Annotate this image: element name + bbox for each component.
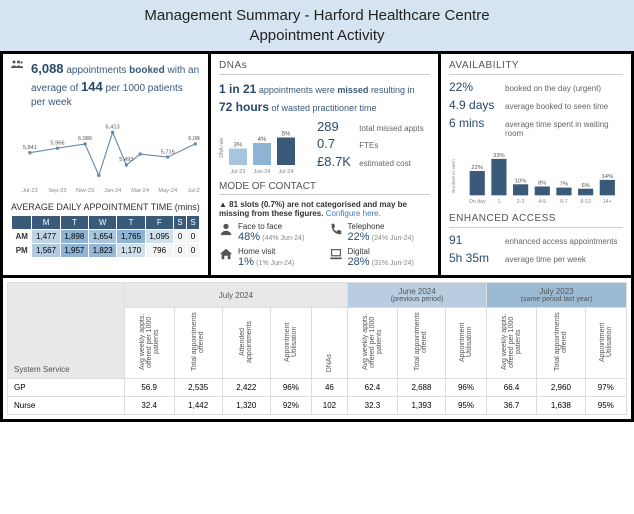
- appt-time-table: MTWTFSS AM1,4771,8981,6541,7651,09500 PM…: [11, 215, 200, 258]
- svg-text:Jul-24: Jul-24: [279, 169, 294, 175]
- svg-text:5%: 5%: [282, 132, 291, 138]
- svg-text:3%: 3%: [234, 143, 243, 149]
- system-service-table-wrap: System ServiceJuly 2024June 2024(previou…: [3, 278, 631, 419]
- svg-text:Nov-23: Nov-23: [76, 188, 94, 194]
- title-bar: Management Summary - Harford Healthcare …: [0, 0, 634, 51]
- panel-booked: 6,088 appointments booked with an averag…: [3, 54, 208, 275]
- dna-bar-chart: 3% Jul-23 4% Jun-24 5% Jul-24 DNA rate: [219, 120, 309, 175]
- svg-text:14+: 14+: [603, 199, 612, 205]
- svg-text:4%: 4%: [258, 137, 267, 143]
- moc-item: Home visit1% (1% Jun-24): [219, 247, 321, 268]
- enhanced-title: ENHANCED ACCESS: [449, 213, 623, 224]
- svg-text:Sep-23: Sep-23: [48, 188, 66, 194]
- svg-text:Mar-24: Mar-24: [131, 188, 149, 194]
- panel-dnas-moc: DNAs 1 in 21 appointments were missed re…: [211, 54, 438, 275]
- svg-text:May-24: May-24: [158, 188, 177, 194]
- table-row: GP56.92,5352,42296%4662.42,68896%66.42,9…: [8, 379, 627, 397]
- moc-item: Telephone22% (24% Jun-24): [329, 222, 431, 243]
- svg-text:6,086: 6,086: [78, 137, 92, 143]
- moc-warning: ▲ 81 slots (0.7%) are not categorised an…: [219, 200, 430, 218]
- dashboard-content: 6,088 appointments booked with an averag…: [0, 51, 634, 422]
- svg-text:6-7: 6-7: [560, 199, 568, 205]
- booked-line-chart: 5,841 5,966 6,086 6,413 5,493 5,716 6,088 Jul-2…: [11, 116, 200, 196]
- dnas-title: DNAs: [219, 60, 430, 71]
- avail-stat: 6 minsaverage time spent in waiting room: [449, 116, 623, 138]
- moc-item: Digital28% (31% Jun-24): [329, 247, 431, 268]
- person-icon: [219, 222, 233, 236]
- svg-text:Jan-24: Jan-24: [104, 188, 121, 194]
- enhanced-stat: 91enhanced access appointments: [449, 233, 623, 247]
- svg-text:8-13: 8-13: [580, 199, 591, 205]
- svg-text:Jul-23: Jul-23: [231, 169, 246, 175]
- svg-text:5,966: 5,966: [50, 141, 64, 147]
- panel-availability: AVAILABILITY 22%booked on the day (urgen…: [441, 54, 631, 275]
- svg-text:22%: 22%: [471, 165, 483, 171]
- moc-grid: Face to face48% (44% Jun-24) Telephone22…: [219, 222, 430, 268]
- svg-text:DNA rate: DNA rate: [219, 137, 225, 158]
- svg-text:5,841: 5,841: [23, 145, 37, 151]
- booked-summary: 6,088 appointments booked with an averag…: [31, 60, 200, 110]
- configure-link[interactable]: Configure here.: [326, 209, 381, 218]
- dna-stat: 289 total missed appts: [317, 120, 430, 134]
- home-icon: [219, 247, 233, 261]
- dna-stat: £8.7K estimated cost: [317, 155, 430, 169]
- svg-text:On day: On day: [469, 199, 486, 205]
- avail-bar-chart: 22% On day 33% 1 10% 2-3 8% 4-5 7% 6-7 6% 8-13 14% 14…: [449, 146, 623, 206]
- enhanced-stat: 5h 35maverage time per week: [449, 251, 623, 265]
- avail-title: AVAILABILITY: [449, 60, 623, 71]
- svg-text:14%: 14%: [602, 174, 614, 180]
- avail-stat: 22%booked on the day (urgent): [449, 80, 623, 94]
- svg-text:5,716: 5,716: [161, 150, 175, 156]
- svg-text:5,493: 5,493: [119, 158, 133, 164]
- svg-text:Jul-23: Jul-23: [22, 188, 37, 194]
- svg-text:Booked to seen: Booked to seen: [451, 159, 457, 193]
- svg-text:2-3: 2-3: [517, 199, 525, 205]
- phone-icon: [329, 222, 343, 236]
- svg-text:8%: 8%: [538, 181, 546, 187]
- appt-time-title: AVERAGE DAILY APPOINTMENT TIME (mins): [11, 202, 200, 212]
- laptop-icon: [329, 247, 343, 261]
- dnas-summary: 1 in 21 appointments were missed resulti…: [219, 80, 430, 116]
- svg-text:7%: 7%: [560, 182, 568, 188]
- moc-title: MODE OF CONTACT: [219, 181, 430, 192]
- dna-stat: 0.7 FTEs: [317, 137, 430, 151]
- moc-item: Face to face48% (44% Jun-24): [219, 222, 321, 243]
- svg-text:Jun-24: Jun-24: [254, 169, 271, 175]
- people-icon: [11, 60, 23, 80]
- avail-stat: 4.9 daysaverage booked to seen time: [449, 98, 623, 112]
- system-service-table: System ServiceJuly 2024June 2024(previou…: [7, 282, 627, 415]
- svg-text:1: 1: [497, 199, 500, 205]
- svg-text:10%: 10%: [515, 178, 527, 184]
- svg-text:6,413: 6,413: [106, 125, 120, 131]
- dna-stats: 289 total missed appts 0.7 FTEs £8.7K esti…: [317, 120, 430, 175]
- svg-text:33%: 33%: [493, 153, 505, 159]
- svg-text:Jul-24: Jul-24: [188, 188, 200, 194]
- svg-text:6%: 6%: [581, 183, 589, 189]
- svg-text:6,088: 6,088: [188, 136, 200, 142]
- svg-text:4-5: 4-5: [538, 199, 546, 205]
- page-title: Management Summary - Harford Healthcare …: [0, 6, 634, 45]
- table-row: Nurse32.41,4421,32092%10232.31,39395%36.…: [8, 397, 627, 415]
